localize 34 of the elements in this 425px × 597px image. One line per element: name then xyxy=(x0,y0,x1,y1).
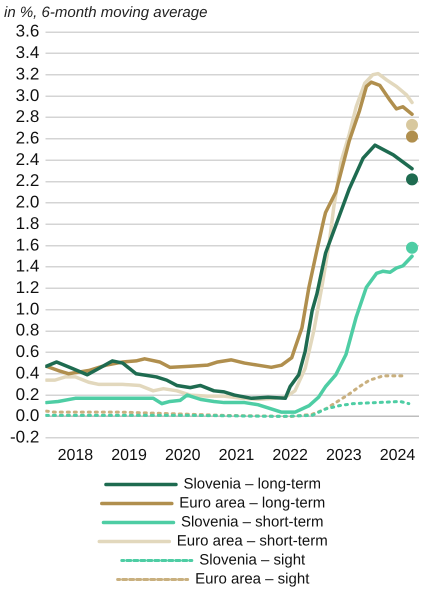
legend-label: Slovenia – short-term xyxy=(180,514,324,531)
y-tick-label: 0.4 xyxy=(16,363,40,382)
y-tick-label: 1.6 xyxy=(16,235,40,254)
y-tick-label: 3.6 xyxy=(16,22,40,41)
y-tick-label: 2.8 xyxy=(16,107,40,126)
y-tick-label: 0.0 xyxy=(16,406,40,426)
legend-label: Euro area – short-term xyxy=(176,532,328,550)
y-tick-label: 2.0 xyxy=(16,192,40,212)
y-tick-label: 2.4 xyxy=(16,150,40,169)
y-tick-label: 0.2 xyxy=(16,384,40,404)
x-tick-label: 2018 xyxy=(58,446,94,464)
y-tick-label: 2.2 xyxy=(16,171,40,190)
x-tick-label: 2019 xyxy=(111,446,147,464)
x-tick-label: 2021 xyxy=(218,446,254,464)
y-tick-label: -0.2 xyxy=(10,427,40,446)
x-tick-label: 2022 xyxy=(272,446,308,464)
legend-label: Slovenia – sight xyxy=(199,552,306,569)
y-tick-label: 0.6 xyxy=(16,342,40,362)
legend-label: Euro area – sight xyxy=(195,570,310,588)
x-tick-label: 2020 xyxy=(164,446,201,464)
y-tick-label: 2.6 xyxy=(16,128,40,148)
y-tick-label: 0.8 xyxy=(16,320,40,340)
y-tick-label: 1.8 xyxy=(16,214,40,233)
y-tick-label: 3.2 xyxy=(16,64,40,84)
legend-label: Euro area – long-term xyxy=(179,494,326,512)
legend-label: Slovenia – long-term xyxy=(183,476,322,493)
y-tick-label: 1.2 xyxy=(16,278,40,297)
y-tick-label: 3.0 xyxy=(16,86,40,105)
y-tick-label: 1.0 xyxy=(16,299,40,318)
chart-title: in %, 6-month moving average xyxy=(4,4,208,22)
x-tick-label: 2023 xyxy=(326,446,362,464)
y-tick-label: 1.4 xyxy=(16,256,40,276)
x-tick-label: 2024 xyxy=(380,446,416,464)
y-tick-label: 3.4 xyxy=(16,43,40,62)
